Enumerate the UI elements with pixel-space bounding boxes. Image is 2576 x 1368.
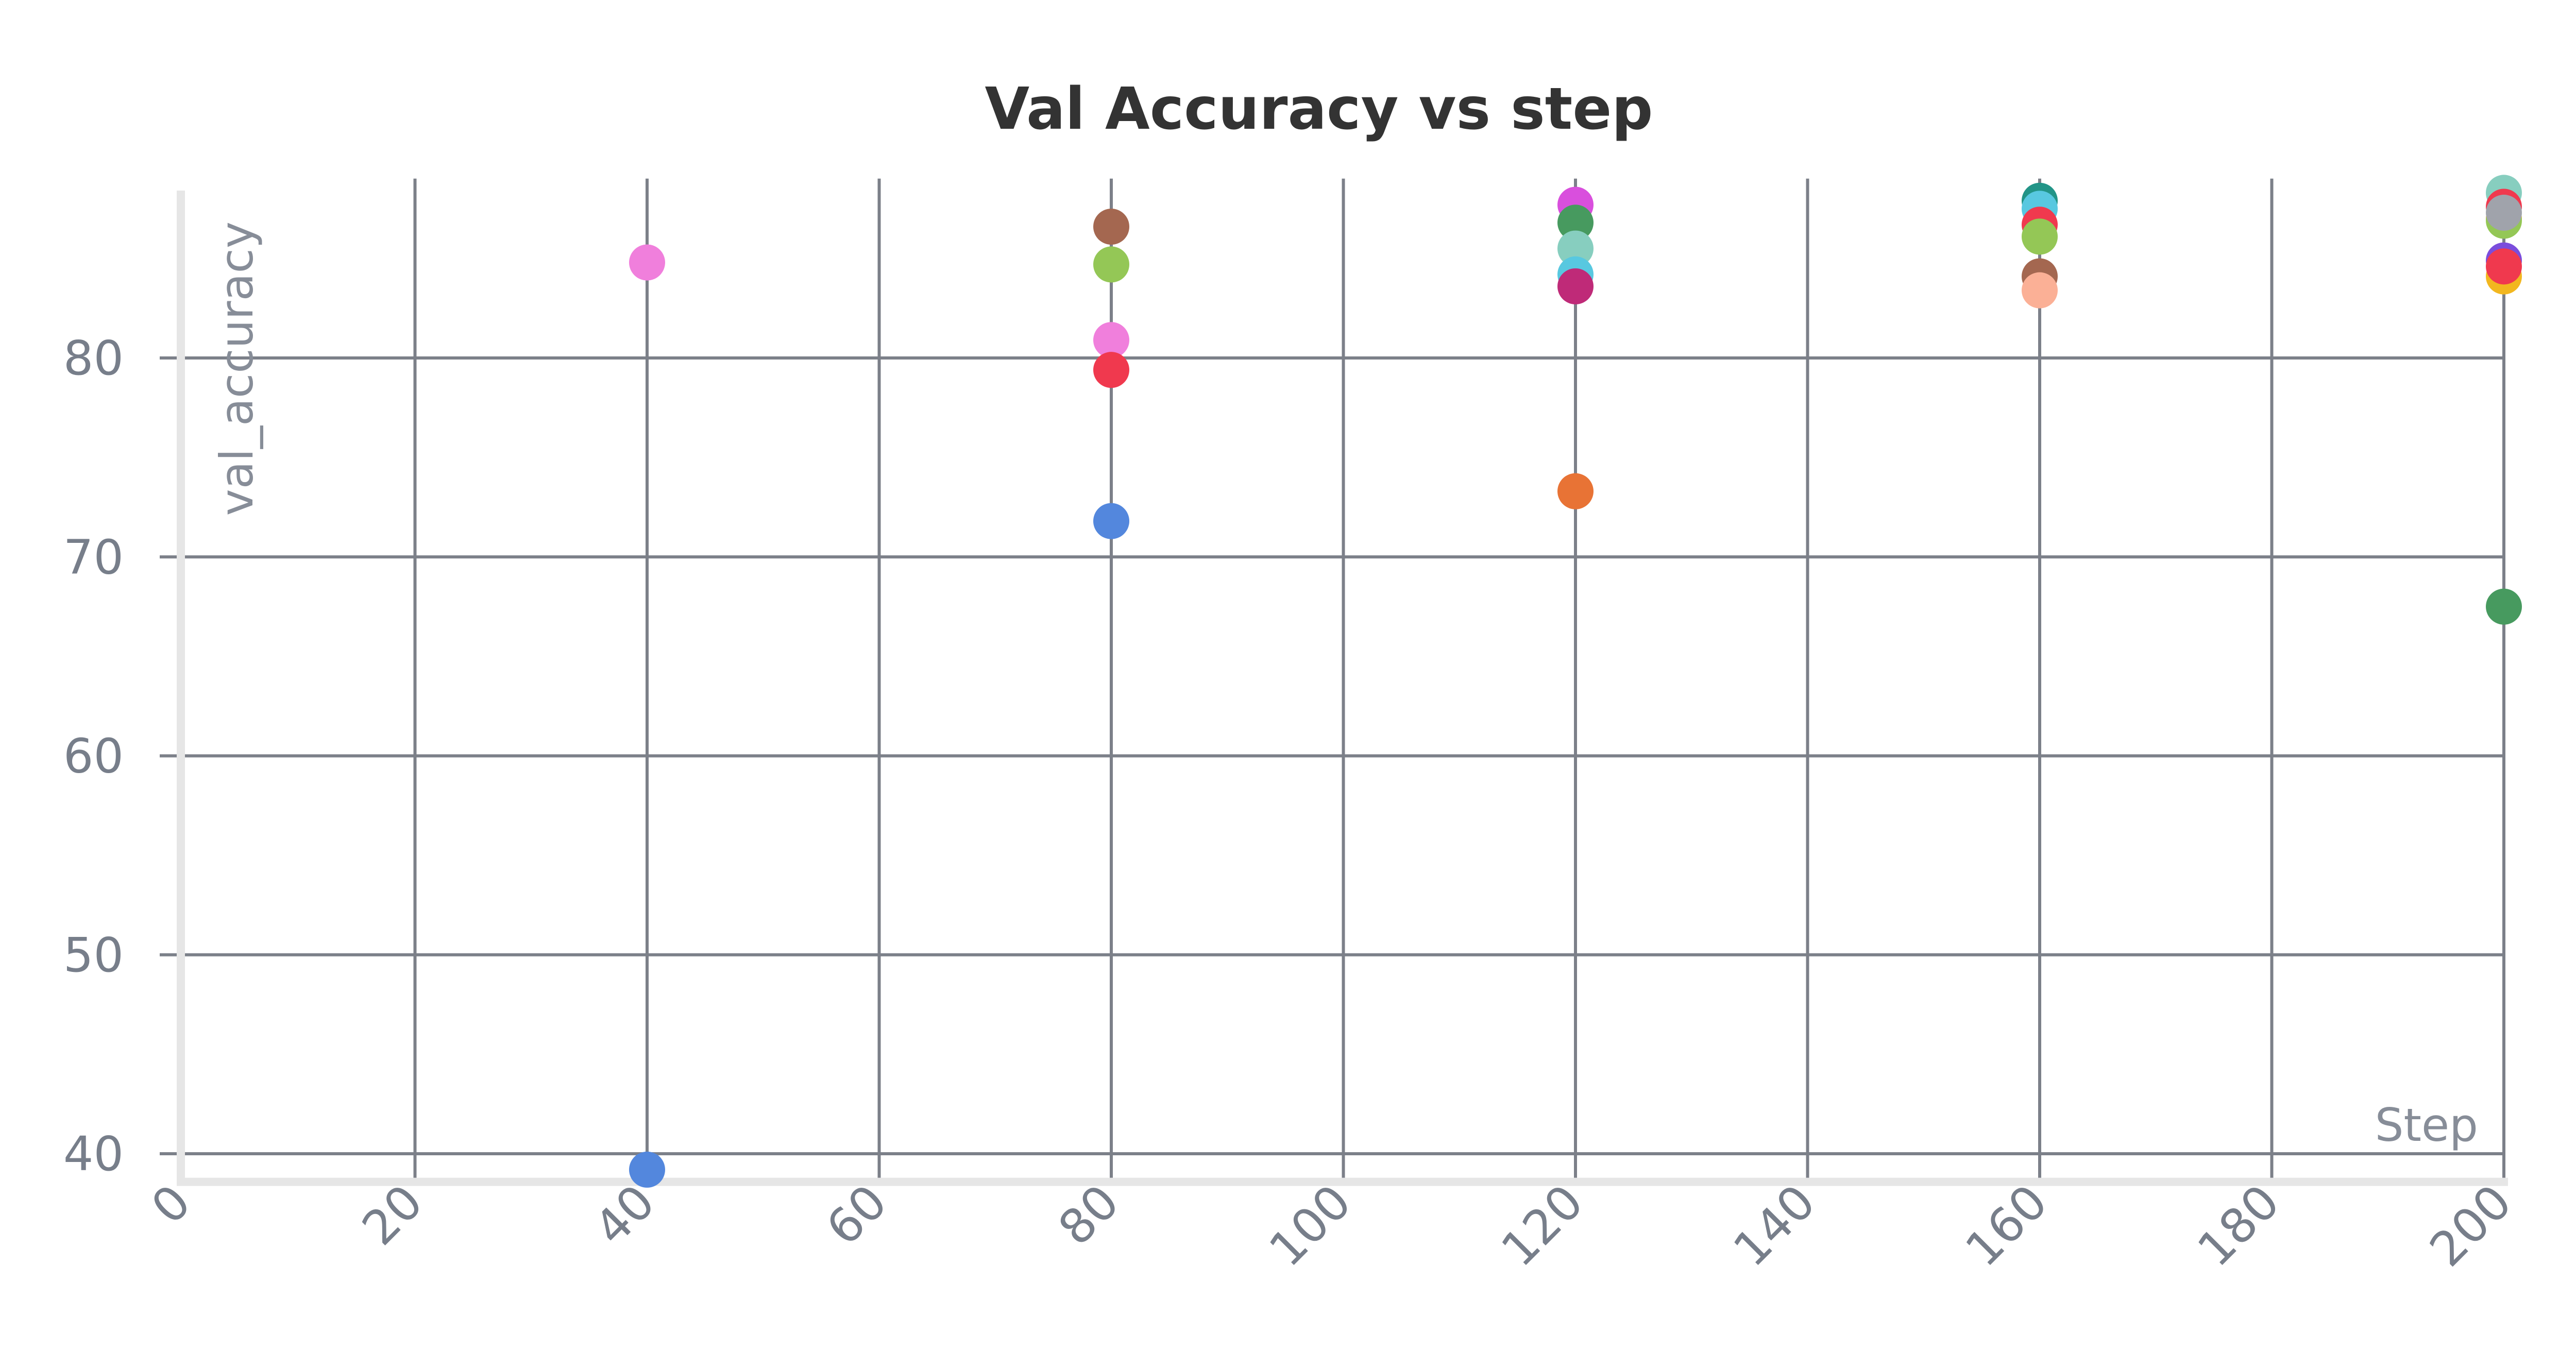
grid-lines [160, 178, 2505, 1179]
data-point [2486, 248, 2522, 285]
y-tick-label: 50 [63, 928, 124, 983]
data-point [2486, 195, 2522, 231]
y-tick-label: 60 [63, 729, 124, 784]
data-point [1093, 246, 1129, 283]
data-points [629, 175, 2522, 1188]
y-tick-label: 40 [63, 1126, 124, 1182]
y-axis-label: val_accuracy [210, 221, 263, 516]
data-point [1557, 268, 1594, 304]
x-tick-label: 20 [352, 1174, 433, 1256]
data-point [1093, 209, 1129, 245]
x-axis-label: Step [2375, 1099, 2478, 1152]
data-point [2022, 272, 2058, 309]
x-tick-label: 80 [1048, 1174, 1129, 1256]
data-point [1557, 230, 1594, 267]
chart-title: Val Accuracy vs step [985, 76, 1653, 143]
data-point [2486, 588, 2522, 625]
x-tick-label: 160 [1955, 1174, 2058, 1277]
data-point [2022, 218, 2058, 255]
data-point [1093, 503, 1129, 539]
x-tick-label: 180 [2187, 1174, 2290, 1277]
data-point [629, 1151, 665, 1188]
data-point [629, 244, 665, 281]
data-point [1093, 352, 1129, 388]
data-point [1093, 322, 1129, 358]
x-tick-label: 120 [1491, 1174, 1594, 1277]
data-point [1557, 204, 1594, 241]
x-tick-label: 100 [1259, 1174, 1362, 1277]
x-tick-label: 200 [2419, 1174, 2522, 1277]
x-tick-label: 140 [1723, 1174, 1826, 1277]
y-tick-label: 70 [63, 529, 124, 585]
data-point [1557, 473, 1594, 509]
x-tick-label: 60 [816, 1174, 897, 1256]
y-tick-label: 80 [63, 331, 124, 386]
axes [177, 191, 2508, 1186]
